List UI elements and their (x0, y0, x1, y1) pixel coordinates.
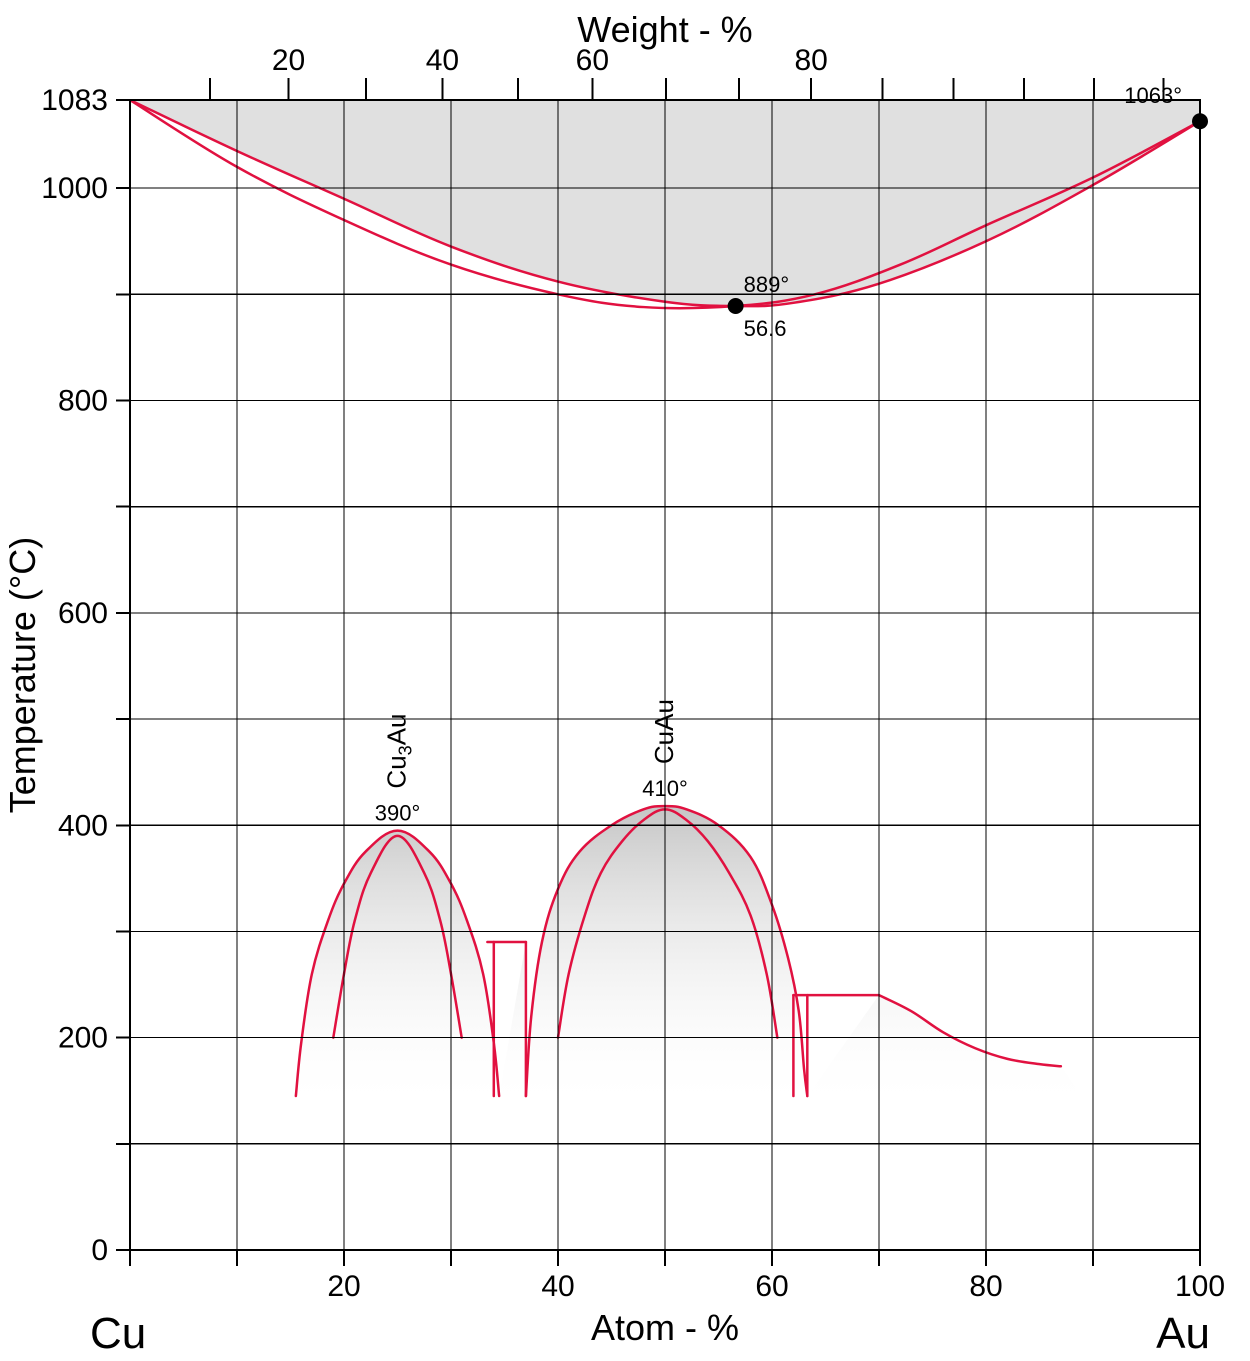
au-mp-dot (1192, 113, 1208, 129)
cu3au-label: Cu3Au (382, 713, 416, 788)
y-tick-label: 800 (58, 385, 108, 418)
cuau-label: CuAu (649, 699, 679, 764)
y-tick-label: 0 (91, 1234, 108, 1267)
element-left-label: Cu (90, 1309, 146, 1358)
cuau-peak-label: 410° (642, 776, 688, 801)
weight-tick-label: 20 (272, 44, 305, 77)
y-axis-title: Temperature (°C) (2, 537, 43, 813)
y-tick-label: 1083 (41, 84, 108, 117)
y-tick-label: 1000 (41, 172, 108, 205)
cu3au-peak-label: 390° (375, 801, 421, 826)
phase-diagram-stage: 2040608010020406080020040060080010001083… (0, 0, 1250, 1361)
x-tick-label: 20 (327, 1270, 360, 1303)
min-liq-x-label: 56.6 (744, 316, 787, 341)
weight-axis-title: Weight - % (577, 9, 752, 50)
x-tick-label: 40 (541, 1270, 574, 1303)
min-liq-temp-label: 889° (744, 272, 790, 297)
y-tick-label: 400 (58, 809, 108, 842)
congruent-min-dot (728, 298, 744, 314)
weight-tick-label: 40 (426, 44, 459, 77)
x-tick-label: 60 (755, 1270, 788, 1303)
x-axis-title: Atom - % (591, 1307, 739, 1348)
element-right-label: Au (1156, 1309, 1210, 1358)
y-tick-label: 600 (58, 597, 108, 630)
au-mp-label: 1063° (1124, 83, 1182, 108)
x-tick-label: 100 (1175, 1270, 1225, 1303)
phase-diagram-svg: 2040608010020406080020040060080010001083… (0, 0, 1250, 1361)
weight-tick-label: 80 (794, 44, 827, 77)
x-tick-label: 80 (969, 1270, 1002, 1303)
y-tick-label: 200 (58, 1022, 108, 1055)
